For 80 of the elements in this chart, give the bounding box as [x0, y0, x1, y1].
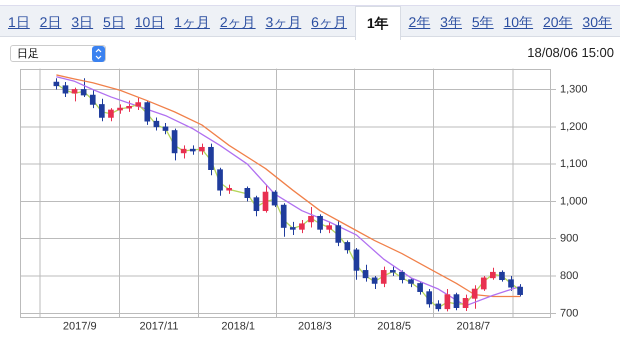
candlestick [172, 128, 178, 161]
candlestick [462, 294, 468, 312]
candlestick [217, 167, 223, 196]
candlestick [190, 144, 196, 156]
candlestick [135, 97, 142, 110]
x-tick-label: 2018/7 [456, 320, 490, 333]
text: 18/08/06 15:00 [527, 45, 614, 60]
candlestick [435, 300, 442, 312]
candlestick [108, 108, 114, 122]
candlestick [199, 143, 205, 156]
candlestick [254, 195, 260, 217]
x-tick-label: 2018/1 [221, 320, 256, 333]
candlestick [126, 100, 132, 112]
text: 2年 [408, 13, 432, 32]
candlestick [490, 267, 496, 280]
candlestick [380, 266, 387, 288]
candlestick [162, 122, 168, 135]
candlestick [317, 214, 323, 234]
text: 2ヶ月 [218, 13, 257, 32]
candlestick [80, 78, 86, 98]
text: 日足 [10, 45, 106, 62]
x-tick-label: 2018/5 [377, 320, 411, 333]
x-tick-label: 2018/3 [298, 320, 332, 333]
candlestick [299, 220, 305, 234]
text: 6ヶ月 [310, 13, 348, 32]
candlestick [472, 284, 478, 310]
candlestick [399, 270, 405, 284]
candlestick [454, 292, 460, 311]
candlestick [262, 184, 268, 214]
candlestick [117, 104, 123, 114]
text: 3日 [70, 13, 94, 32]
y-tick-label: 1,100 [560, 158, 588, 170]
candlestick [208, 143, 214, 176]
x-tick-label: 2017/11 [140, 320, 178, 333]
candlestick [517, 284, 523, 297]
text: 10年 [502, 13, 534, 32]
candlestick [154, 116, 160, 132]
candlestick [372, 275, 378, 290]
candlestick [54, 78, 60, 90]
text: 1年 [354, 6, 401, 40]
x-tick-label: 2017/9 [62, 320, 97, 333]
candlestick [417, 281, 423, 296]
candlestick [426, 288, 432, 308]
candlestick [72, 87, 78, 102]
candlestick [90, 88, 96, 109]
candlestick [499, 270, 505, 282]
candlestick [280, 202, 287, 238]
candlestick [344, 240, 350, 254]
candlestick [272, 190, 278, 208]
text: 10日 [134, 13, 166, 32]
text: 3年 [439, 13, 463, 32]
text: 5年 [470, 13, 495, 32]
y-tick-label: 1,200 [560, 120, 588, 133]
y-tick-label: 1,000 [560, 195, 588, 208]
candlestick [244, 186, 250, 202]
candlestick [290, 221, 296, 236]
candlestick [408, 277, 414, 288]
text: 2日 [38, 13, 62, 32]
y-tick-label: 1,300 [560, 84, 588, 96]
y-tick-label: 900 [560, 232, 578, 245]
candlestick [226, 184, 232, 194]
candlestick [99, 98, 105, 122]
candlestick [308, 206, 314, 228]
candlestick [480, 275, 487, 292]
y-tick-label: 700 [560, 307, 578, 320]
candlestick [508, 275, 514, 292]
text: 1日 [7, 13, 31, 32]
candlestick [444, 288, 450, 312]
candlestick [390, 266, 396, 276]
candlestick [62, 82, 68, 98]
candlestick [335, 220, 342, 247]
text: 20年 [542, 13, 574, 32]
text: 30年 [581, 13, 613, 32]
candlestick [144, 100, 150, 126]
y-tick-label: 800 [560, 270, 578, 282]
text: 3ヶ月 [264, 13, 302, 32]
candlestick [354, 248, 360, 280]
text: 1ヶ月 [173, 13, 211, 32]
text: 5日 [102, 13, 126, 32]
candlestick [362, 264, 368, 282]
